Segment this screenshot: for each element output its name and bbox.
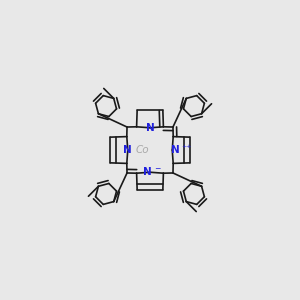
Text: N: N bbox=[143, 167, 152, 177]
Text: N: N bbox=[171, 145, 180, 155]
Text: −: − bbox=[154, 164, 161, 173]
Text: N: N bbox=[146, 123, 154, 133]
Text: ++: ++ bbox=[182, 144, 192, 148]
Text: Co: Co bbox=[136, 145, 149, 155]
Text: N: N bbox=[123, 145, 132, 155]
